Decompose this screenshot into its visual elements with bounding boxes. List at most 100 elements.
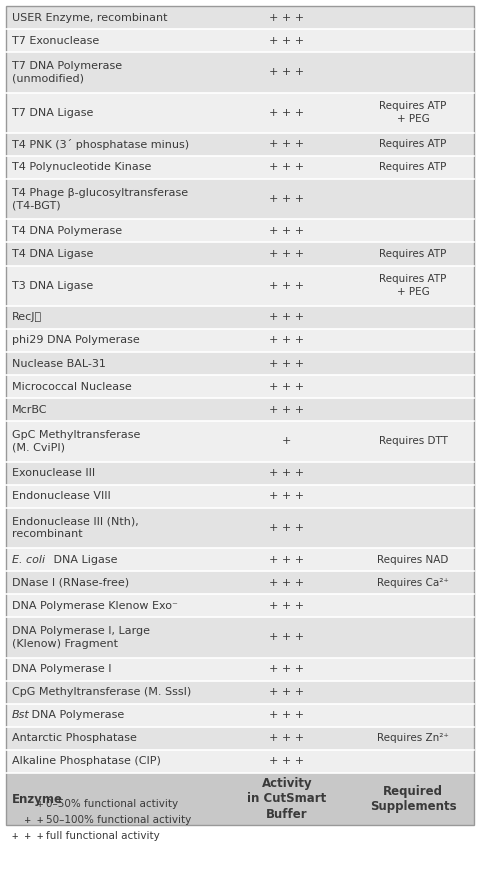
Text: 50–100% functional activity: 50–100% functional activity (46, 815, 191, 825)
Text: +: + (282, 436, 291, 447)
Text: Exonuclease III: Exonuclease III (12, 468, 95, 478)
Text: T7 DNA Ligase: T7 DNA Ligase (12, 108, 94, 117)
Text: 0–50% functional activity: 0–50% functional activity (46, 799, 178, 809)
Text: +: + (12, 799, 43, 809)
Text: Micrococcal Nuclease: Micrococcal Nuclease (12, 381, 132, 392)
Bar (6, 219, 474, 243)
Text: + + +: + + + (269, 664, 304, 675)
Text: T4 DNA Ligase: T4 DNA Ligase (12, 249, 94, 259)
Text: Requires Ca²⁺: Requires Ca²⁺ (377, 577, 449, 588)
Bar (6, 727, 474, 750)
Text: + + +: + + + (269, 600, 304, 611)
Text: + + +: + + + (269, 336, 304, 345)
Bar (6, 617, 474, 658)
Text: + + +: + + + (269, 249, 304, 259)
Text: T4 Polynucleotide Kinase: T4 Polynucleotide Kinase (12, 162, 151, 172)
Bar (6, 571, 474, 594)
Text: Required
Supplements: Required Supplements (370, 785, 456, 813)
Text: T3 DNA Ligase: T3 DNA Ligase (12, 281, 93, 291)
Text: + + +: + + + (269, 162, 304, 172)
Bar (6, 329, 474, 352)
Text: DNA Polymerase Klenow Exo⁻: DNA Polymerase Klenow Exo⁻ (12, 600, 178, 611)
Bar (6, 421, 474, 462)
Text: + + +: + + + (269, 140, 304, 149)
Text: + + +: + + + (269, 404, 304, 415)
Bar (6, 773, 474, 825)
Text: T4 DNA Polymerase: T4 DNA Polymerase (12, 226, 122, 236)
Bar (6, 132, 474, 156)
Text: phi29 DNA Polymerase: phi29 DNA Polymerase (12, 336, 140, 345)
Text: + + +: + + + (269, 710, 304, 721)
Bar (6, 266, 474, 306)
Bar (6, 179, 474, 219)
Text: Activity
in CutSmart
Buffer: Activity in CutSmart Buffer (247, 778, 326, 820)
Text: + + +: + + + (269, 555, 304, 564)
Text: + +: + + (12, 815, 43, 825)
Bar (6, 93, 474, 132)
Bar (6, 375, 474, 398)
Text: T4 PNK (3´ phosphatase minus): T4 PNK (3´ phosphatase minus) (12, 139, 189, 150)
Bar (6, 398, 474, 421)
Text: + + +: + + + (269, 632, 304, 643)
Text: DNA Polymerase: DNA Polymerase (28, 710, 125, 721)
Text: + + +: + + + (269, 226, 304, 236)
Text: + + +: + + + (269, 313, 304, 322)
Text: Requires DTT: Requires DTT (379, 436, 447, 447)
Text: USER Enzyme, recombinant: USER Enzyme, recombinant (12, 12, 168, 23)
Text: + + +: + + + (269, 468, 304, 478)
Text: + + +: + + + (269, 687, 304, 698)
Bar (6, 29, 474, 52)
Text: Bst: Bst (12, 710, 30, 721)
Text: + + +: + + + (269, 734, 304, 743)
Text: Enzyme: Enzyme (12, 793, 63, 805)
Text: Requires ATP: Requires ATP (380, 249, 447, 259)
Text: + + +: + + + (269, 491, 304, 502)
Text: + + +: + + + (269, 281, 304, 291)
Text: + + +: + + + (269, 381, 304, 392)
Text: + + +: + + + (269, 757, 304, 766)
Bar (6, 6, 474, 29)
Text: + + +: + + + (269, 194, 304, 204)
Text: + + +: + + + (269, 12, 304, 23)
Bar (6, 243, 474, 266)
Bar (6, 485, 474, 508)
Text: E. coli: E. coli (12, 555, 45, 564)
Text: Requires Zn²⁺: Requires Zn²⁺ (377, 734, 449, 743)
Text: Requires ATP
+ PEG: Requires ATP + PEG (380, 275, 447, 297)
Bar (6, 508, 474, 548)
Bar (6, 548, 474, 571)
Bar (6, 658, 474, 681)
Text: McrBC: McrBC (12, 404, 48, 415)
Text: DNase I (RNase-free): DNase I (RNase-free) (12, 577, 129, 588)
Text: + + +: + + + (269, 108, 304, 117)
Text: GpC Methyltransferase
(M. CviPI): GpC Methyltransferase (M. CviPI) (12, 430, 140, 453)
Text: Endonuclease VIII: Endonuclease VIII (12, 491, 111, 502)
Text: + + +: + + + (269, 358, 304, 368)
Bar (6, 52, 474, 93)
Text: + + +: + + + (269, 35, 304, 46)
Text: Requires ATP: Requires ATP (380, 162, 447, 172)
Text: Requires NAD: Requires NAD (377, 555, 449, 564)
Text: Requires ATP
+ PEG: Requires ATP + PEG (380, 102, 447, 124)
Bar (6, 462, 474, 485)
Bar (6, 156, 474, 179)
Text: CpG Methyltransferase (M. SssI): CpG Methyltransferase (M. SssI) (12, 687, 191, 698)
Text: + + +: + + + (269, 67, 304, 78)
Text: DNA Polymerase I, Large
(Klenow) Fragment: DNA Polymerase I, Large (Klenow) Fragmen… (12, 626, 150, 649)
Bar (6, 306, 474, 329)
Text: T4 Phage β-glucosyltransferase
(T4-BGT): T4 Phage β-glucosyltransferase (T4-BGT) (12, 188, 188, 210)
Text: Nuclease BAL-31: Nuclease BAL-31 (12, 358, 106, 368)
Text: Endonuclease III (Nth),
recombinant: Endonuclease III (Nth), recombinant (12, 517, 139, 540)
Bar (6, 704, 474, 727)
Text: + + +: + + + (12, 831, 43, 841)
Text: full functional activity: full functional activity (46, 831, 160, 841)
Text: Requires ATP: Requires ATP (380, 140, 447, 149)
Bar (6, 594, 474, 617)
Bar (6, 352, 474, 375)
Bar (6, 750, 474, 773)
Text: T7 DNA Polymerase
(unmodified): T7 DNA Polymerase (unmodified) (12, 61, 122, 84)
Text: DNA Ligase: DNA Ligase (50, 555, 118, 564)
Text: Antarctic Phosphatase: Antarctic Phosphatase (12, 734, 137, 743)
Text: DNA Polymerase I: DNA Polymerase I (12, 664, 111, 675)
Bar (6, 681, 474, 704)
